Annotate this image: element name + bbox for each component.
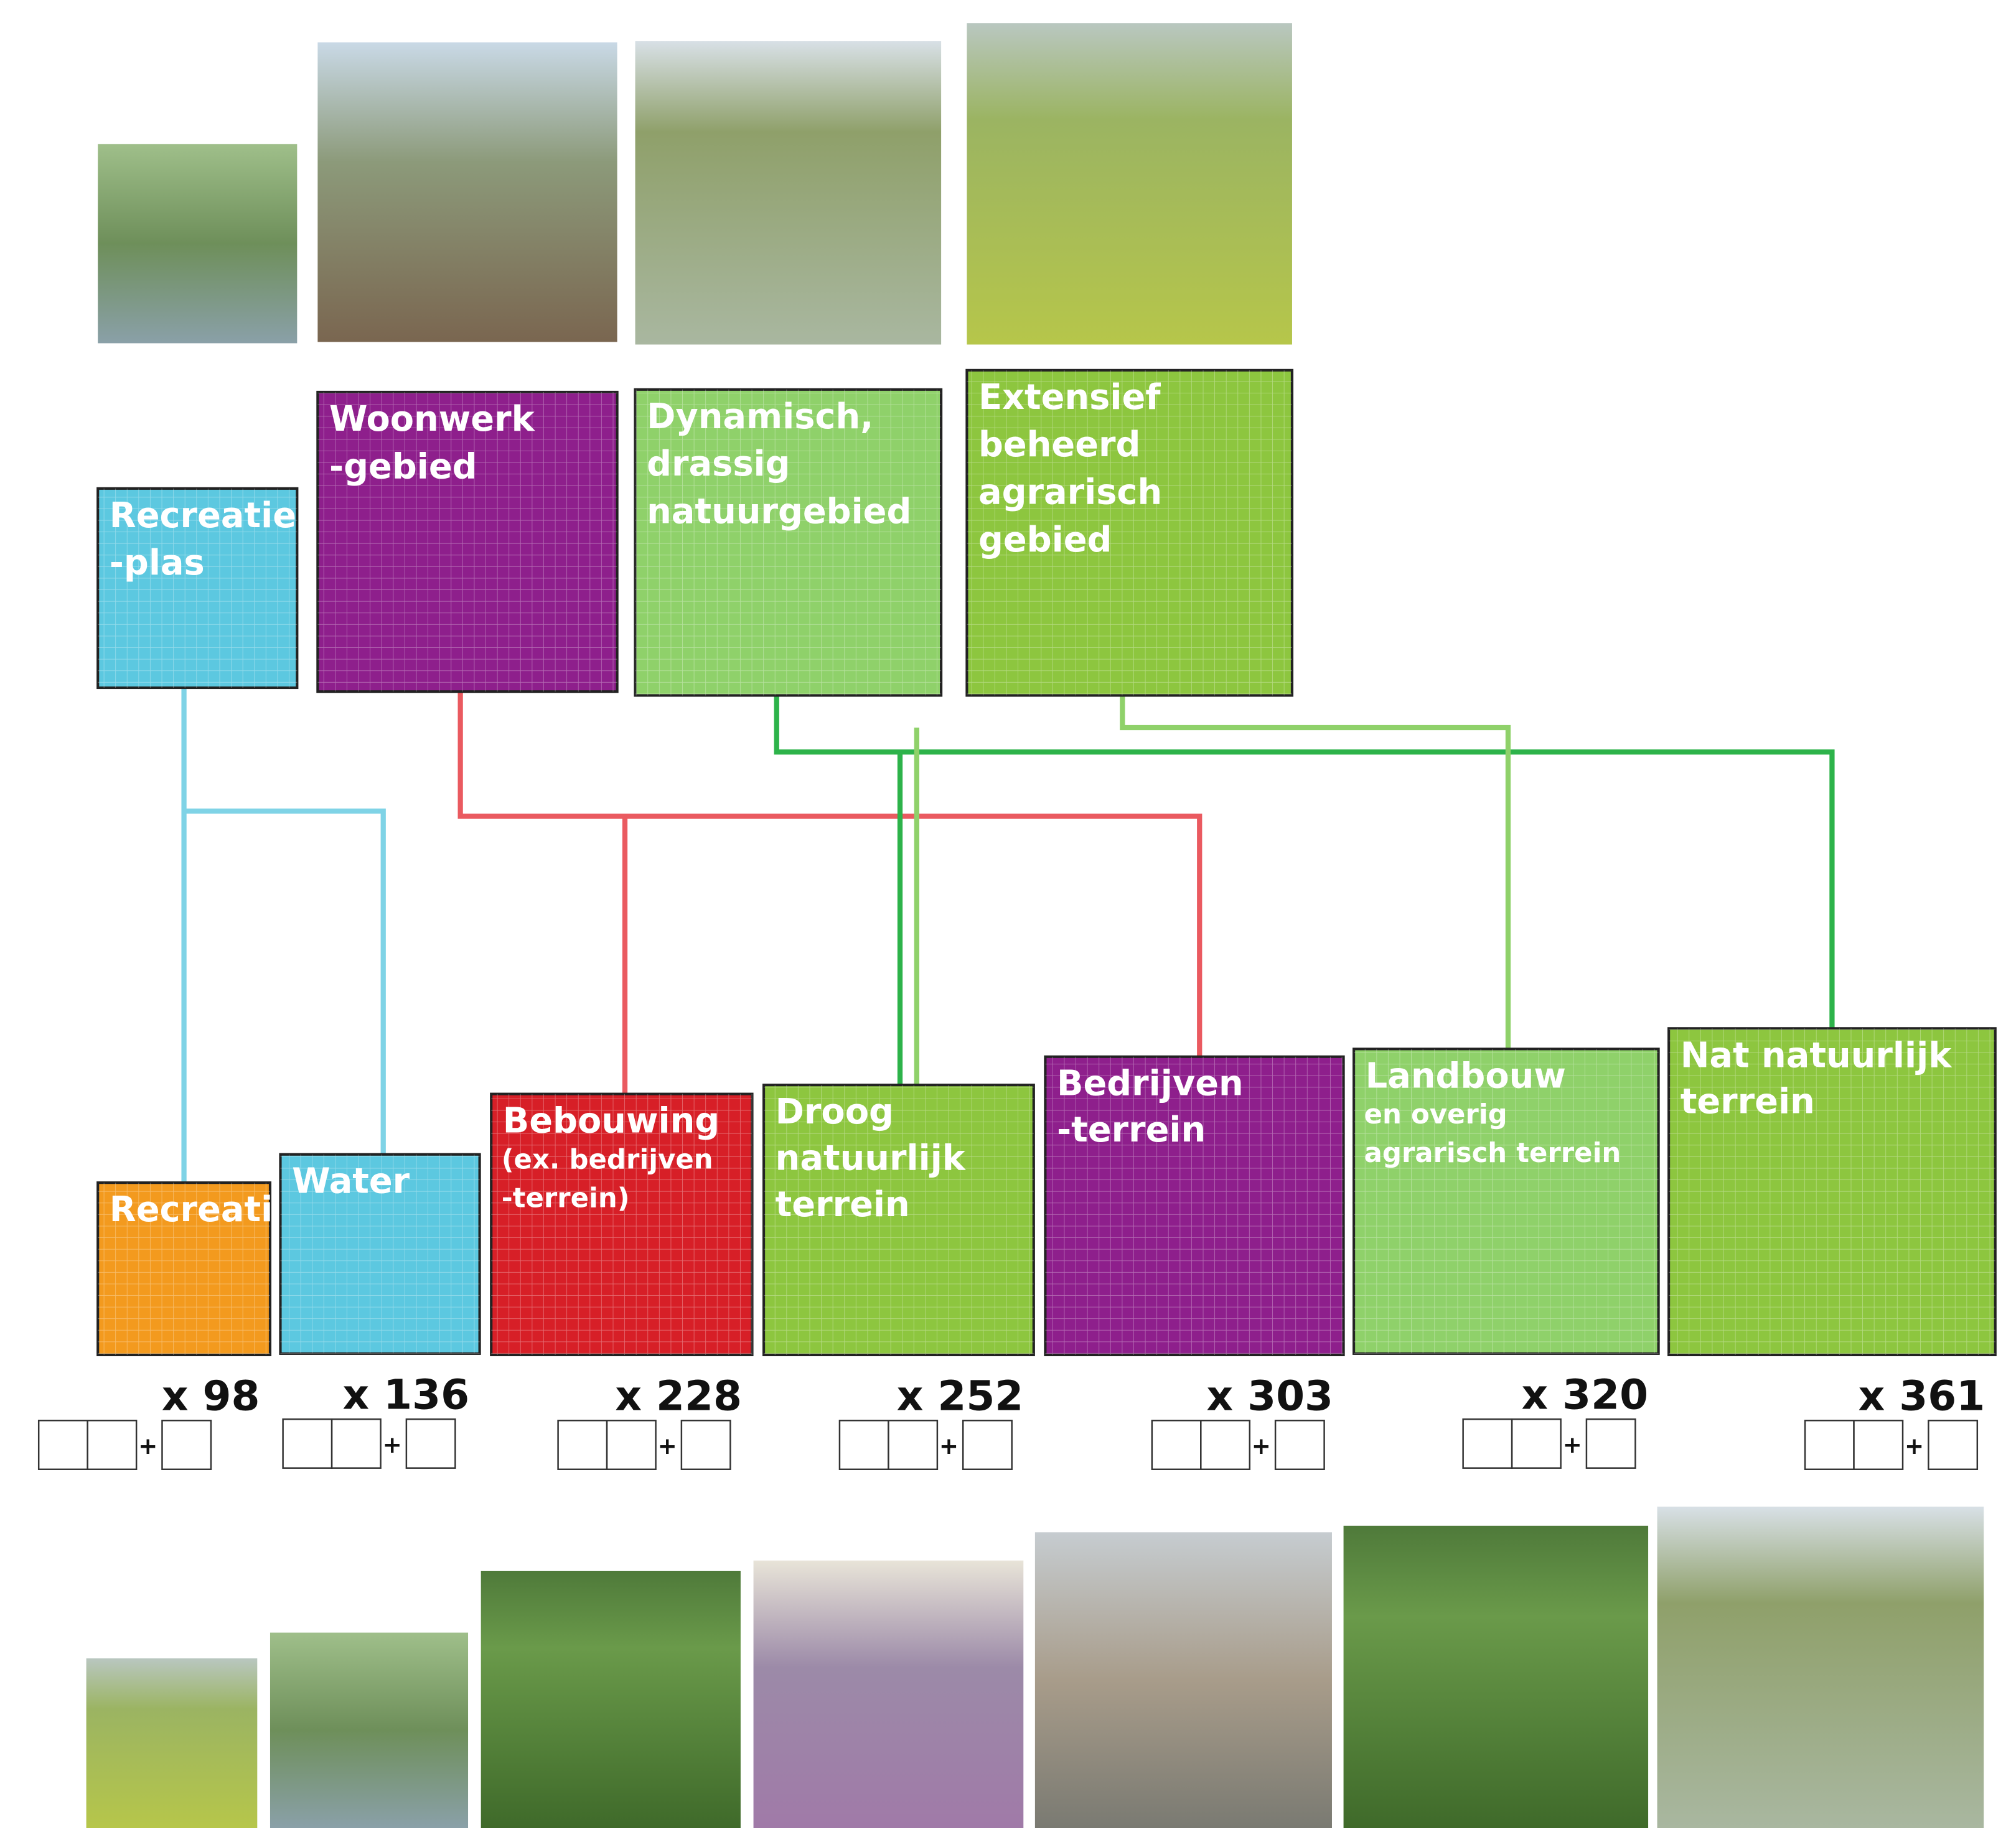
node-label: -plas [110,543,205,583]
input-box [888,1420,937,1469]
node-label: Droog [776,1092,894,1132]
input-box [1512,1419,1560,1468]
connector [777,694,1832,1085]
photo [481,1571,741,1828]
multiplier: x 303 [1206,1372,1333,1420]
multiplier: x 320 [1522,1371,1649,1419]
node-label: beheerd [978,424,1140,465]
photo [87,1658,258,1828]
input-box [1587,1419,1635,1468]
plus-sign: + [1905,1432,1924,1460]
photo [1344,1526,1649,1828]
input-box [1463,1419,1512,1468]
input-box [1928,1420,1977,1469]
node-label: Water [292,1161,410,1202]
input-box [1152,1420,1201,1469]
node-label: drassig [647,444,790,484]
node-sublabel: (ex. bedrijven [502,1144,713,1175]
node-label: natuurgebied [647,492,911,532]
input-box [1275,1420,1324,1469]
input-box [558,1420,607,1469]
multiplier: x 136 [343,1371,470,1419]
diagram: Recreatie -plas Woonwerk -gebied Dynamisch, d… [0,0,2016,1828]
plus-sign: + [1252,1432,1271,1460]
multiplier: x 252 [897,1372,1024,1420]
input-box [88,1420,136,1469]
node-texture [1669,1028,1995,1355]
node-label: gebied [978,520,1112,560]
nodes: Recreatie -plas Woonwerk -gebied Dynamisch, d… [39,370,1995,1469]
node-label: agrarisch [978,472,1162,513]
input-box [406,1419,455,1468]
page: {"top_nodes": [ {"lines": ["Recreatie", … [0,0,2016,1828]
node-label: Bebouwing [503,1101,720,1141]
node-label: Recreatie [110,495,296,536]
plus-sign: + [658,1432,677,1460]
plus-sign: + [138,1432,157,1460]
photo [635,41,942,344]
photo [754,1560,1024,1828]
node-label: Landbouw [1366,1056,1566,1096]
node-label: -gebied [329,446,477,487]
photos-bottom [87,1507,1984,1828]
node-sublabel: agrarisch terrein [1364,1138,1621,1169]
plus-sign: + [1563,1431,1582,1458]
multiplier: x 98 [162,1372,260,1420]
node-label: Dynamisch, [647,396,873,437]
multiplier: x 361 [1859,1372,1986,1420]
input-box [1201,1420,1249,1469]
node-label: Extensief [978,377,1161,418]
node-label: Bedrijven [1057,1064,1244,1104]
input-box [1805,1420,1854,1469]
node-label: natuurlijk [776,1138,967,1179]
multiplier: x 228 [615,1372,742,1420]
input-box [283,1419,332,1468]
photo [317,42,617,342]
plus-sign: + [939,1432,959,1460]
input-box [162,1420,210,1469]
node-label: -terrein [1057,1110,1206,1150]
photo [270,1633,468,1828]
node-sublabel: -terrein) [502,1183,630,1214]
photo [967,23,1292,344]
photo [98,144,297,343]
node-sublabel: en overig [1364,1099,1507,1130]
input-box [332,1419,380,1468]
input-box [682,1420,730,1469]
input-box [1854,1420,1903,1469]
photo [1657,1507,1984,1828]
photo [1035,1532,1332,1828]
photos-top [98,23,1292,344]
node-label: Woonwerk [329,399,536,439]
node-label: terrein [776,1184,910,1225]
input-box [39,1420,87,1469]
plus-sign: + [383,1431,402,1458]
input-box [963,1420,1011,1469]
input-box [607,1420,655,1469]
node-label: Recreatie [110,1189,296,1230]
node-label: Nat natuurlijk [1681,1035,1953,1076]
input-box [840,1420,888,1469]
connector [184,688,383,1183]
node-label: terrein [1681,1082,1815,1122]
